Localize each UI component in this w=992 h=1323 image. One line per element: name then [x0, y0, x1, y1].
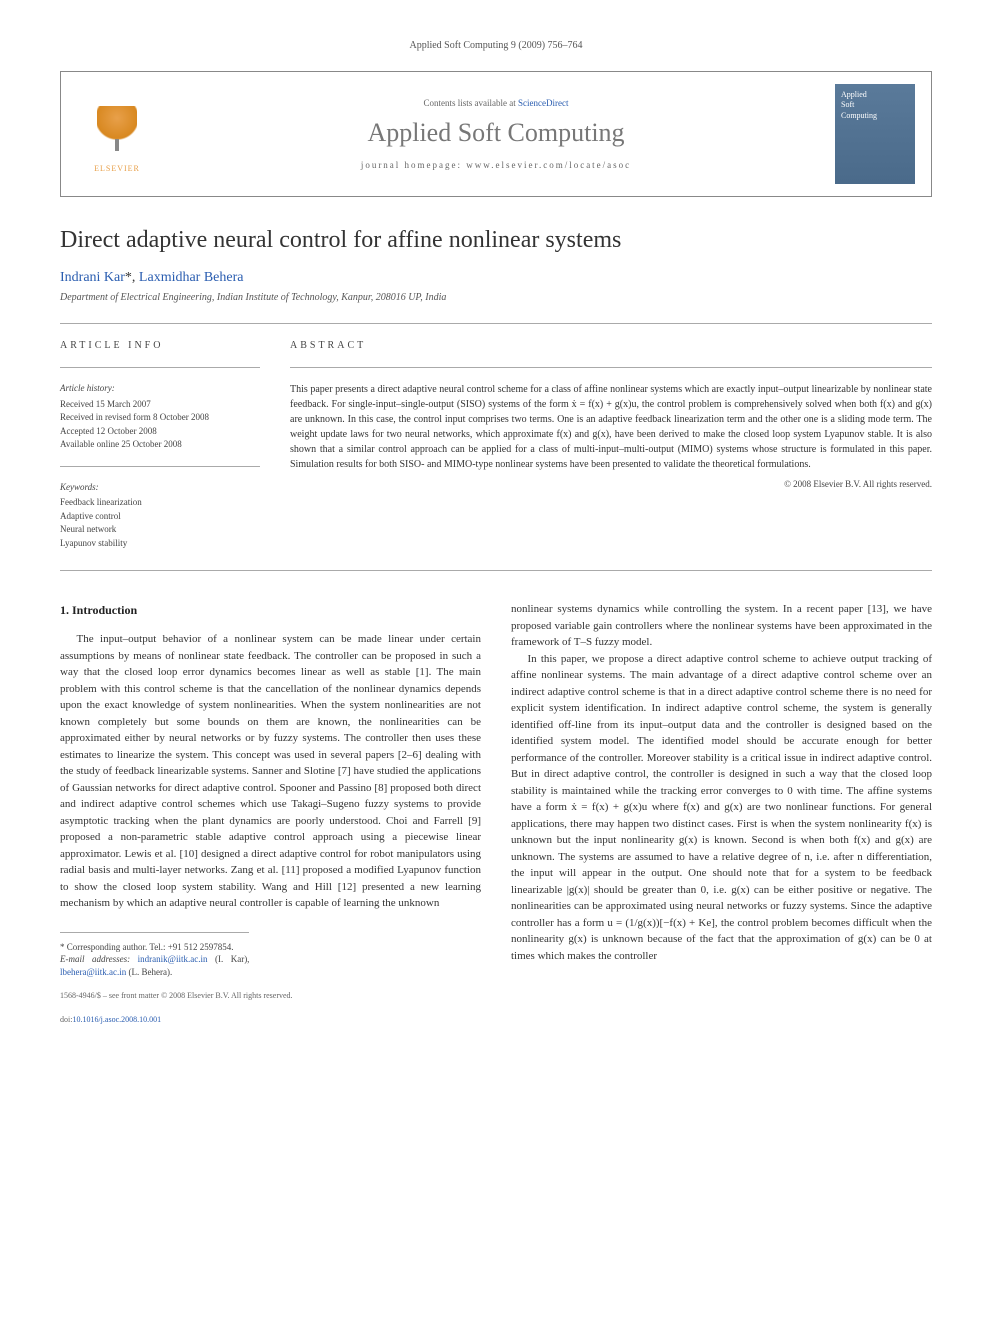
running-header: Applied Soft Computing 9 (2009) 756–764 [60, 40, 932, 51]
email-link-1[interactable]: indranik@iitk.ac.in [138, 954, 208, 964]
body-columns: 1. Introduction The input–output behavio… [60, 601, 932, 1026]
journal-cover-thumb: Applied Soft Computing [835, 84, 915, 184]
divider-info-2 [60, 466, 260, 467]
sciencedirect-link[interactable]: ScienceDirect [518, 98, 568, 108]
intro-para-1: The input–output behavior of a nonlinear… [60, 631, 481, 912]
doi-line: doi:10.1016/j.asoc.2008.10.001 [60, 1014, 481, 1026]
history-online: Available online 25 October 2008 [60, 438, 260, 452]
cover-line-2: Soft [841, 100, 909, 110]
keyword-1: Feedback linearization [60, 496, 260, 510]
contents-prefix: Contents lists available at [424, 98, 518, 108]
homepage-url: www.elsevier.com/locate/asoc [466, 160, 631, 170]
divider-info-1 [60, 367, 260, 368]
author-separator: , [132, 270, 139, 285]
footnotes-block: * Corresponding author. Tel.: +91 512 25… [60, 932, 249, 979]
history-label: Article history: [60, 382, 260, 396]
banner-center: Contents lists available at ScienceDirec… [157, 98, 835, 170]
abstract-text: This paper presents a direct adaptive ne… [290, 382, 932, 472]
keywords-block: Keywords: Feedback linearization Adaptiv… [60, 466, 260, 551]
keyword-2: Adaptive control [60, 510, 260, 524]
publisher-logo-block: ELSEVIER [77, 96, 157, 173]
history-accepted: Accepted 12 October 2008 [60, 425, 260, 439]
divider-bottom [60, 570, 932, 571]
keyword-3: Neural network [60, 523, 260, 537]
history-received: Received 15 March 2007 [60, 398, 260, 412]
journal-name: Applied Soft Computing [157, 118, 835, 148]
journal-homepage-line: journal homepage: www.elsevier.com/locat… [157, 160, 835, 170]
abstract-heading: ABSTRACT [290, 338, 932, 353]
intro-para-2a: nonlinear systems dynamics while control… [511, 601, 932, 651]
abstract-block: ABSTRACT This paper presents a direct ad… [290, 338, 932, 550]
email-who-1: (I. Kar), [207, 954, 249, 964]
divider-abstract [290, 367, 932, 368]
email-link-2[interactable]: lbehera@iitk.ac.in [60, 967, 126, 977]
elsevier-label: ELSEVIER [94, 164, 140, 173]
author-link-1[interactable]: Indrani Kar [60, 270, 125, 285]
contents-available-line: Contents lists available at ScienceDirec… [157, 98, 835, 108]
article-info-block: ARTICLE INFO Article history: Received 1… [60, 338, 260, 550]
email-who-2: (L. Behera). [126, 967, 172, 977]
history-revised: Received in revised form 8 October 2008 [60, 411, 260, 425]
keywords-label: Keywords: [60, 481, 260, 495]
email-line: E-mail addresses: indranik@iitk.ac.in (I… [60, 953, 249, 978]
info-abstract-row: ARTICLE INFO Article history: Received 1… [60, 338, 932, 550]
journal-banner: ELSEVIER Contents lists available at Sci… [60, 71, 932, 197]
doi-link[interactable]: 10.1016/j.asoc.2008.10.001 [72, 1015, 161, 1024]
corresponding-mark: * [125, 270, 132, 285]
keyword-4: Lyapunov stability [60, 537, 260, 551]
cover-line-1: Applied [841, 90, 909, 100]
body-column-right: nonlinear systems dynamics while control… [511, 601, 932, 1026]
article-info-heading: ARTICLE INFO [60, 338, 260, 353]
corresponding-author-note: * Corresponding author. Tel.: +91 512 25… [60, 941, 249, 954]
email-label: E-mail addresses: [60, 954, 138, 964]
issn-copyright-line: 1568-4946/$ – see front matter © 2008 El… [60, 990, 481, 1002]
section-1-heading: 1. Introduction [60, 601, 481, 619]
author-link-2[interactable]: Laxmidhar Behera [139, 270, 244, 285]
author-list: Indrani Kar*, Laxmidhar Behera [60, 270, 932, 286]
divider-top [60, 323, 932, 324]
cover-line-3: Computing [841, 111, 909, 121]
abstract-copyright: © 2008 Elsevier B.V. All rights reserved… [290, 478, 932, 492]
doi-prefix: doi: [60, 1015, 72, 1024]
affiliation: Department of Electrical Engineering, In… [60, 292, 932, 303]
intro-para-2b: In this paper, we propose a direct adapt… [511, 651, 932, 965]
page-container: Applied Soft Computing 9 (2009) 756–764 … [0, 0, 992, 1066]
elsevier-tree-icon [87, 96, 147, 156]
body-column-left: 1. Introduction The input–output behavio… [60, 601, 481, 1026]
homepage-prefix: journal homepage: [361, 160, 466, 170]
article-title: Direct adaptive neural control for affin… [60, 227, 932, 254]
